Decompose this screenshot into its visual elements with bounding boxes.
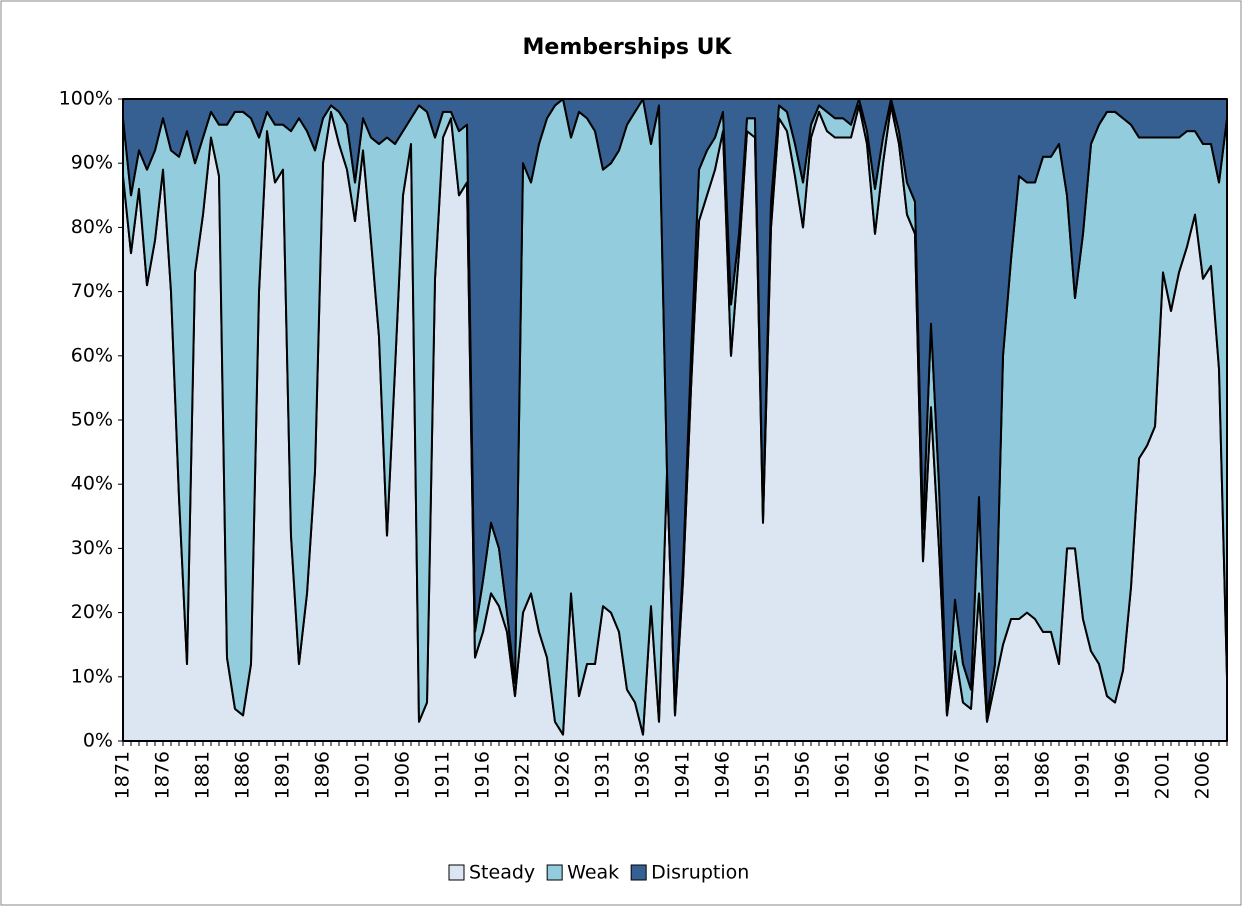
area [122, 98, 1228, 717]
x-tick-label: 1916 [472, 751, 494, 799]
legend-label: Steady [469, 862, 535, 884]
y-tick-label: 30% [71, 537, 113, 559]
x-tick-label: 1926 [552, 751, 574, 799]
x-tick-label: 1971 [912, 751, 934, 799]
legend-swatch [630, 864, 647, 881]
x-tick-label: 1986 [1032, 751, 1054, 799]
x-tick-label: 1896 [312, 751, 334, 799]
x-tick-label: 1991 [1072, 751, 1094, 799]
y-tick-label: 70% [71, 280, 113, 302]
y-tick-label: 0% [83, 730, 113, 752]
x-tick-label: 1956 [792, 751, 814, 799]
x-tick-label: 1906 [392, 751, 414, 799]
x-tick-label: 1976 [952, 751, 974, 799]
x-tick-label: 1996 [1112, 751, 1134, 799]
x-tick-label: 1881 [192, 751, 214, 799]
legend-swatch [448, 864, 465, 881]
y-tick-label: 80% [71, 216, 113, 238]
x-tick-label: 1981 [992, 751, 1014, 799]
y-tick-label: 90% [71, 152, 113, 174]
x-tick-label: 1966 [872, 751, 894, 799]
y-tick-label: 100% [59, 88, 113, 110]
x-tick-label: 1901 [352, 751, 374, 799]
y-tick-label: 10% [71, 665, 113, 687]
x-tick-label: 1886 [232, 751, 254, 799]
legend-label: Disruption [651, 862, 749, 884]
x-tick-label: 2001 [1152, 751, 1174, 799]
y-tick-label: 40% [71, 473, 113, 495]
x-tick-label: 1921 [512, 751, 534, 799]
x-tick-label: 1911 [432, 751, 454, 799]
x-tick-label: 1941 [672, 751, 694, 799]
x-tick-label: 1961 [832, 751, 854, 799]
legend-label: Weak [567, 862, 619, 884]
y-tick-label: 60% [71, 344, 113, 366]
chart-title: Memberships UK [523, 35, 733, 60]
legend-swatch [546, 864, 563, 881]
y-tick-label: 50% [71, 409, 113, 431]
x-tick-label: 1951 [752, 751, 774, 799]
x-tick-label: 1931 [592, 751, 614, 799]
x-tick-label: 1876 [152, 751, 174, 799]
x-tick-label: 1871 [112, 751, 134, 799]
x-tick-label: 1946 [712, 751, 734, 799]
x-tick-label: 1936 [632, 751, 654, 799]
y-tick-label: 20% [71, 601, 113, 623]
x-tick-label: 1891 [272, 751, 294, 799]
x-tick-label: 2006 [1192, 751, 1214, 799]
